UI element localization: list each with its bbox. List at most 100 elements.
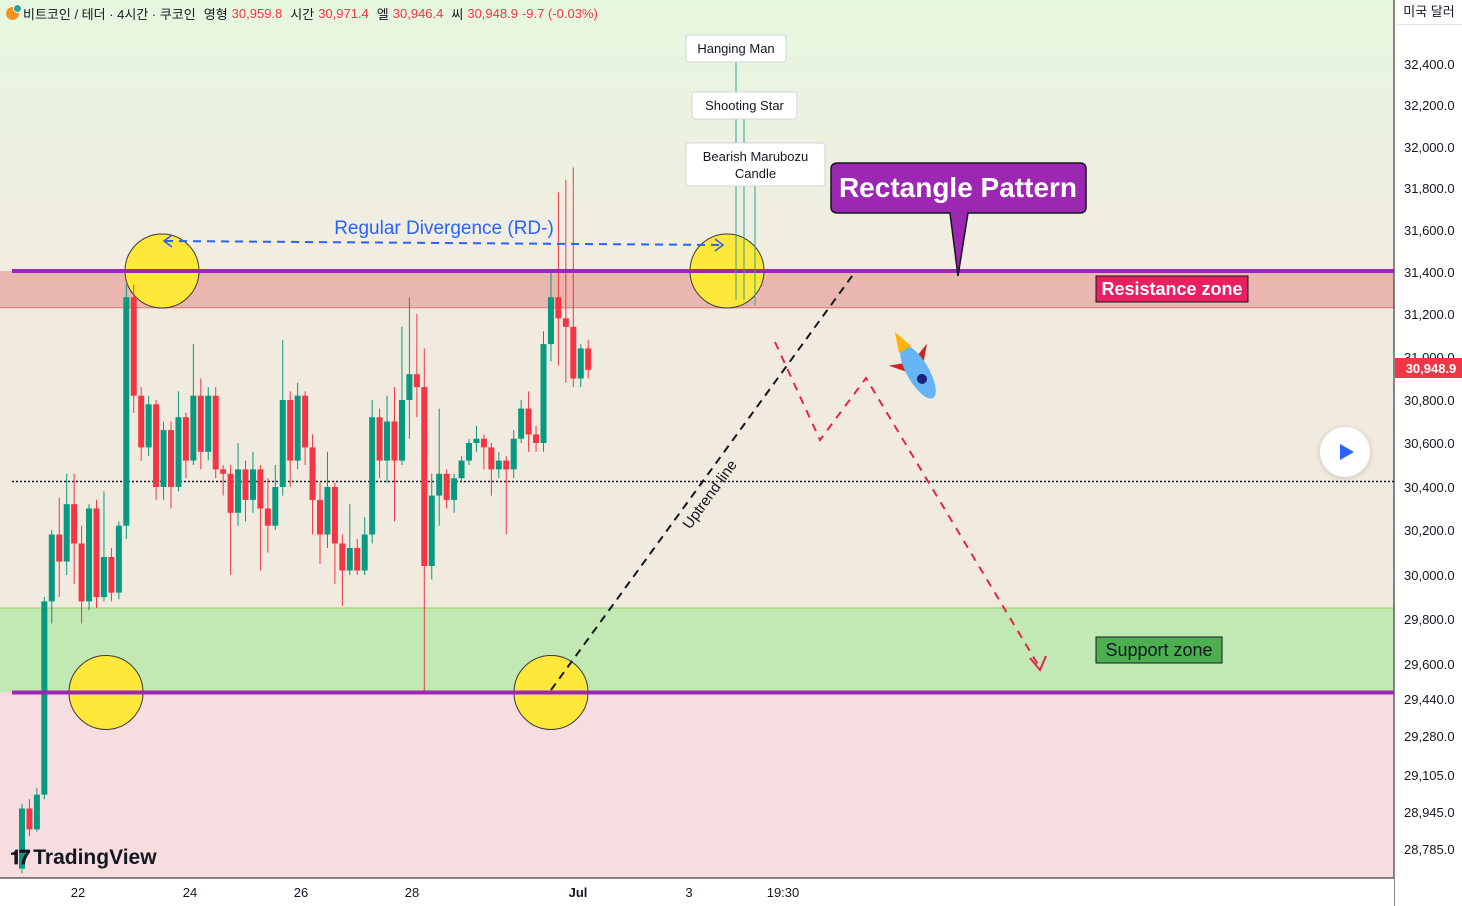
support-zone-label: Support zone (1105, 640, 1212, 660)
candle-body (249, 469, 256, 500)
time-tick-label: 3 (685, 885, 692, 900)
candle-body (406, 374, 413, 400)
candle-body (413, 374, 420, 388)
candle-body (436, 473, 443, 496)
range-background (0, 307, 1394, 608)
candle-body (145, 404, 152, 448)
hanging-man-label: Hanging Man (697, 41, 774, 56)
candle-body (212, 395, 219, 470)
pattern-label-box (691, 91, 798, 120)
candle-body (264, 508, 271, 526)
replay-play-button[interactable] (1320, 427, 1370, 477)
candle-body (130, 297, 137, 396)
rectangle-pattern-label: Rectangle Pattern (839, 172, 1077, 203)
candle-body (160, 430, 167, 487)
pattern-label-box (685, 34, 787, 63)
divergence-arrow-left (162, 234, 173, 248)
divergence-arrow-right (714, 238, 725, 252)
candle-body (562, 318, 569, 327)
resistance-zone-label: Resistance zone (1101, 279, 1242, 299)
candle-body (56, 534, 63, 562)
tradingview-logo: 𝟏𝟕 TradingView (10, 846, 157, 870)
candle-body (227, 473, 234, 513)
play-icon (1340, 444, 1354, 460)
price-tick-label: 32,000.0 (1404, 140, 1455, 155)
time-axis (0, 878, 1394, 906)
candle-body (428, 495, 435, 566)
candle-body (339, 543, 346, 571)
rocket-window (917, 373, 927, 384)
candle-body (235, 469, 242, 513)
candle-body (197, 395, 204, 452)
candle-body (391, 421, 398, 461)
candle-body (182, 417, 189, 461)
candle-body (317, 499, 323, 535)
price-tick-label: 31,600.0 (1404, 223, 1455, 238)
symbol-title[interactable]: 비트코인 / 테더 · 4시간 · 쿠코인 (23, 7, 196, 22)
rectangle-pattern-callout (830, 162, 1087, 277)
candle-body (71, 504, 78, 544)
divergence-line (164, 240, 723, 246)
candle-body (443, 473, 450, 500)
candle-body (123, 297, 130, 526)
candle-body (398, 400, 405, 461)
candle-body (540, 344, 547, 443)
candle-body (518, 408, 525, 439)
candle-body (153, 404, 160, 487)
candle-body (488, 447, 495, 470)
candle-body (19, 808, 25, 869)
candle-body (257, 469, 264, 509)
high-label: 시간 (290, 7, 315, 22)
candle-body (570, 326, 577, 379)
candle-body (115, 525, 122, 593)
price-tick-label: 30,800.0 (1404, 393, 1455, 408)
symbol-legend: 비트코인 / 테더 · 4시간 · 쿠코인 영형 30,959.8 시간 30,97… (6, 4, 598, 23)
tradingview-mark-icon: 𝟏𝟕 (10, 846, 30, 869)
candle-body (480, 438, 487, 448)
candle-body (384, 421, 391, 461)
open-value: 30,959.8 (231, 6, 283, 21)
candle-body (503, 460, 510, 470)
candle-body (190, 395, 197, 461)
price-tick-label: 31,200.0 (1404, 307, 1455, 322)
price-tick-label: 31,400.0 (1404, 265, 1455, 280)
candle-body (86, 508, 93, 602)
candle-body (78, 543, 85, 602)
candle-body (138, 395, 145, 448)
candle-body (168, 430, 174, 487)
divergence-label: Regular Divergence (RD-) (334, 218, 554, 239)
bearish-marubozu-label: Bearish Marubozu (703, 149, 809, 164)
time-tick-label: 28 (405, 885, 419, 900)
price-tick-label: 29,105.0 (1404, 768, 1455, 783)
candle-body (205, 395, 212, 452)
projection-arrowhead (1029, 655, 1047, 672)
candle-body (220, 469, 227, 474)
candle-body (421, 387, 428, 566)
candle-body (525, 408, 532, 435)
candle-body (369, 417, 376, 535)
candle-body (108, 557, 115, 593)
price-tick-label: 29,440.0 (1404, 692, 1455, 707)
price-tick-label: 31,800.0 (1404, 181, 1455, 196)
candle-body (100, 557, 107, 597)
tradingview-logo-text: TradingView (33, 846, 157, 869)
price-tick-label: 29,800.0 (1404, 612, 1455, 627)
price-tick-label: 30,600.0 (1404, 436, 1455, 451)
candle-body (48, 534, 55, 602)
currency-selector[interactable]: 미국 달러 (1396, 0, 1462, 25)
candle-body (324, 487, 331, 535)
candle-body (376, 417, 383, 461)
candle-body (279, 400, 286, 487)
candle-body (466, 443, 472, 461)
candle-body (331, 487, 338, 544)
candle-body (242, 469, 249, 500)
uptrend-line (550, 271, 856, 691)
time-tick-label: 19:30 (767, 885, 800, 900)
bitcoin-icon (6, 4, 22, 20)
shooting-star-label: Shooting Star (705, 98, 784, 113)
support-zone-tag (1095, 636, 1223, 664)
candle-body (63, 504, 70, 562)
close-label: 씨 (451, 7, 464, 22)
